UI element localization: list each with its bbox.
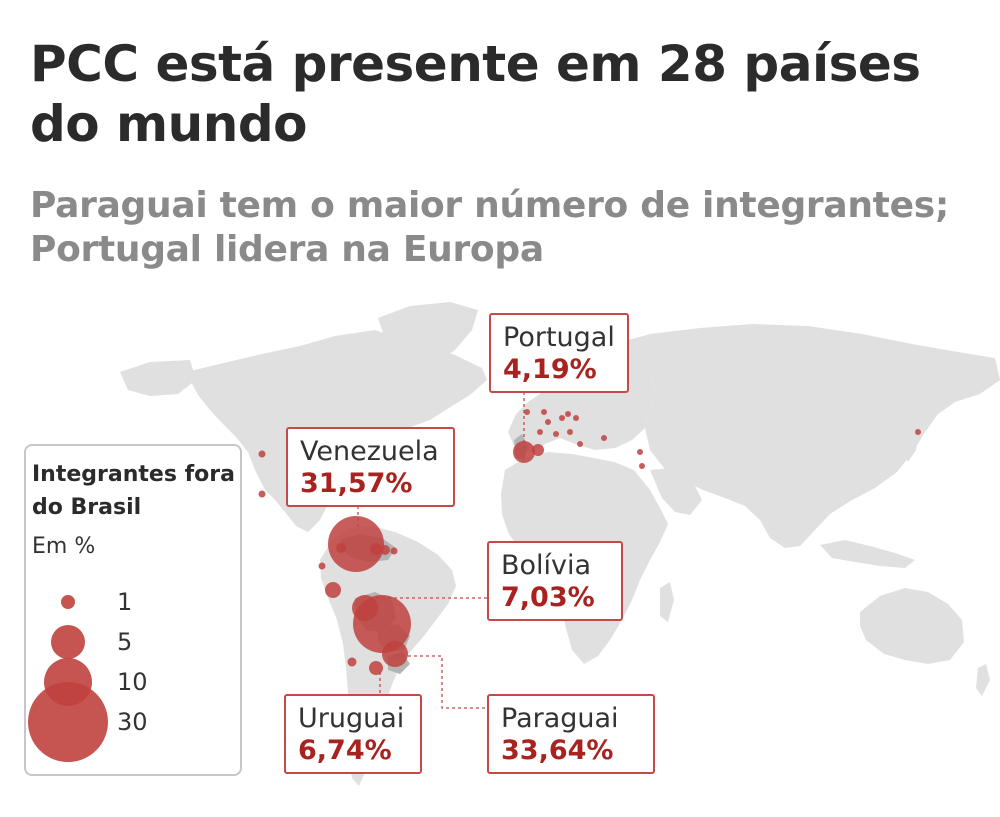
alaska (120, 360, 196, 396)
map-title: PCC está presente em 28 países do mundo (30, 35, 921, 153)
marker-french-guiana (390, 547, 398, 555)
callout-country: Portugal (503, 322, 615, 353)
marker-turkey (637, 449, 643, 455)
marker-france (537, 429, 543, 435)
marker-bolivia (352, 595, 378, 621)
legend-circle-30 (28, 682, 108, 762)
callout-country: Bolívia (501, 550, 592, 581)
greenland (378, 302, 478, 378)
marker-chile (347, 657, 357, 667)
legend-circle-5 (51, 625, 85, 659)
callout-value: 31,57% (300, 468, 413, 499)
asia (600, 324, 1000, 548)
marker-uruguai (382, 641, 408, 667)
marker-spain (532, 444, 544, 456)
marker-italy (577, 441, 583, 447)
legend-label-10: 10 (117, 668, 148, 696)
marker-suriname (380, 545, 390, 555)
marker-czechia (565, 411, 571, 417)
legend-circle-1 (61, 595, 75, 609)
legend-label-5: 5 (117, 628, 133, 656)
legend-unit: Em % (32, 534, 96, 559)
callout-bolivia: Bolívia 7,03% (487, 541, 623, 621)
callout-value: 7,03% (501, 582, 595, 613)
callout-country: Venezuela (300, 436, 439, 467)
callout-uruguai: Uruguai 6,74% (284, 694, 422, 774)
legend-title: Integrantes fora do Brasil (32, 462, 235, 520)
marker-japan (915, 429, 921, 435)
marker-austria (567, 429, 573, 435)
callout-country: Paraguai (501, 703, 619, 734)
marker-germany (559, 415, 565, 421)
data-markers (258, 409, 921, 675)
marker-guyana (370, 543, 382, 555)
callout-country: Uruguai (298, 703, 405, 734)
marker-colombia (336, 543, 346, 553)
australia (860, 588, 964, 664)
marker-poland (573, 415, 579, 421)
marker-switzerland (553, 431, 559, 437)
marker-middle-east (639, 463, 645, 469)
size-legend: Integrantes fora do Brasil Em % 1 5 10 3… (24, 444, 242, 776)
marker-netherlands (541, 409, 547, 415)
marker-mexico (258, 490, 266, 498)
legend-label-30: 30 (117, 708, 148, 736)
madagascar (660, 582, 674, 622)
legend-circles (28, 595, 108, 762)
leader-paraguai (396, 655, 488, 709)
marker-uk (524, 409, 530, 415)
marker-portugal (513, 441, 535, 463)
marker-ecuador (318, 562, 326, 570)
marker-usa (258, 450, 266, 458)
marker-argentina-north (369, 661, 383, 675)
callout-paraguai: Paraguai 33,64% (487, 694, 655, 774)
marker-greece (601, 435, 607, 441)
southeast-asia (820, 540, 915, 568)
new-zealand (976, 664, 990, 696)
arabian-peninsula (650, 468, 702, 515)
japan (902, 414, 920, 462)
callout-value: 33,64% (501, 735, 614, 766)
marker-peru (325, 582, 341, 598)
callout-value: 4,19% (503, 354, 597, 385)
callout-value: 6,74% (298, 735, 392, 766)
marker-belgium (545, 419, 551, 425)
legend-label-1: 1 (117, 588, 133, 616)
callout-venezuela: Venezuela 31,57% (286, 427, 455, 507)
map-subtitle: Paraguai tem o maior número de integrant… (30, 185, 949, 270)
marker-venezuela (328, 516, 384, 572)
callout-portugal: Portugal 4,19% (489, 313, 629, 393)
